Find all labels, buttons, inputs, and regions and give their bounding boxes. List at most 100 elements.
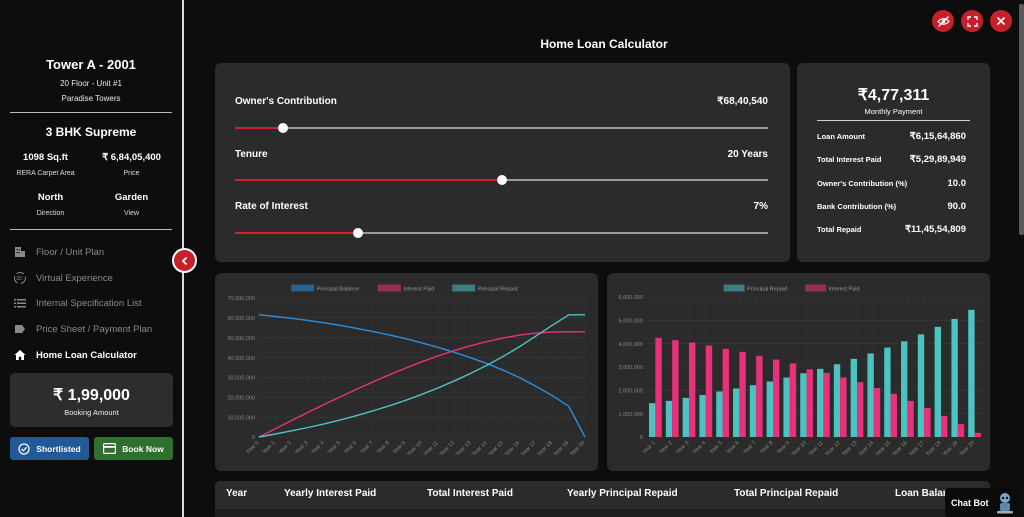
menu-item-specification-list[interactable]: Internal Specification List	[13, 294, 142, 312]
x-tick-label: Year 5	[709, 440, 724, 455]
x-tick-label: Year 3	[294, 440, 309, 455]
bar	[817, 368, 824, 437]
y-tick-label: 6,000,000	[619, 295, 643, 301]
x-tick-label: Year 20	[569, 440, 587, 458]
bar	[722, 348, 729, 437]
summary-key: Total Interest Paid	[817, 155, 882, 164]
bar	[739, 351, 746, 437]
book-now-label: Book Now	[122, 443, 164, 454]
summary-key: Bank Contribution (%)	[817, 202, 897, 211]
x-tick-label: Year 13	[841, 440, 859, 458]
bar	[749, 385, 757, 437]
divider	[10, 229, 172, 230]
bar	[867, 353, 874, 437]
x-tick-label: Year 14	[858, 440, 876, 458]
scrollbar[interactable]	[1019, 4, 1024, 235]
summary-key: Owner's Contribution (%)	[817, 179, 908, 188]
bar	[850, 358, 857, 437]
x-tick-label: Year 8	[375, 440, 390, 455]
column-header: Total Interest Paid	[427, 488, 513, 499]
menu-item-virtual-experience[interactable]: 3D Virtual Experience	[13, 269, 113, 287]
y-tick-label: 20,000,000	[227, 395, 255, 401]
bar	[806, 369, 813, 437]
collapse-sidebar-button[interactable]	[172, 248, 197, 273]
bar	[773, 359, 780, 437]
x-tick-label: Year 6	[343, 440, 358, 455]
menu-item-floor-plan[interactable]: Floor / Unit Plan	[13, 243, 104, 261]
slider-track[interactable]	[235, 175, 768, 185]
bar	[833, 364, 841, 437]
loan-inputs-panel: Owner's Contribution ₹68,40,540 Tenure 2…	[215, 63, 790, 262]
bar	[924, 407, 931, 437]
project-name: Paradise Towers	[61, 94, 121, 103]
bar	[907, 400, 914, 437]
slider-handle[interactable]	[277, 123, 288, 133]
chat-bot-button[interactable]: Chat Bot	[945, 488, 1018, 517]
top-toolbar	[932, 10, 1012, 32]
amortization-table-header: Year Yearly Interest Paid Total Interest…	[215, 481, 990, 509]
shortlisted-button[interactable]: Shortlisted	[10, 437, 89, 460]
x-tick-label: Year 5	[327, 440, 342, 455]
slider-track[interactable]	[235, 123, 768, 133]
summary-row-loan-amount: Loan Amount ₹6,15,64,860	[817, 131, 966, 142]
x-tick-label: Year 1	[261, 440, 276, 455]
x-tick-label: Year 18	[925, 440, 943, 458]
bar	[884, 347, 891, 437]
bar	[716, 391, 723, 437]
area-label: RERA Carpet Area	[16, 170, 75, 177]
monthly-payment-label: Monthly Payment	[864, 107, 923, 116]
card-icon	[103, 443, 117, 454]
slider-handle[interactable]	[352, 228, 363, 238]
bar	[733, 388, 740, 437]
summary-value: 90.0	[947, 201, 967, 212]
bar	[689, 342, 696, 437]
sidebar: Tower A - 2001 20 Floor - Unit #1 Paradi…	[0, 0, 182, 517]
bar	[901, 341, 908, 437]
legend-swatch	[452, 284, 476, 292]
summary-row-total-interest: Total Interest Paid ₹5,29,89,949	[817, 154, 966, 165]
slider-track[interactable]	[235, 228, 768, 238]
page-title: Home Loan Calculator	[540, 37, 668, 51]
book-now-button[interactable]: Book Now	[94, 437, 173, 460]
x-tick-label: Year 1	[641, 440, 656, 455]
x-tick-label: Year 12	[439, 440, 457, 458]
eye-off-icon	[936, 15, 950, 27]
check-circle-icon	[18, 442, 30, 455]
bar	[789, 363, 797, 437]
slider-label: Rate of Interest	[235, 201, 308, 212]
column-header: Yearly Principal Repaid	[567, 488, 678, 499]
series-line	[258, 314, 586, 438]
list-icon	[13, 296, 27, 310]
robot-icon	[996, 492, 1013, 513]
chat-bot-label: Chat Bot	[951, 497, 989, 508]
summary-value: ₹5,29,89,949	[909, 154, 966, 165]
price-tag-icon	[13, 322, 27, 336]
menu-label: Internal Specification List	[36, 297, 142, 309]
menu-item-price-sheet[interactable]: Price Sheet / Payment Plan	[13, 320, 152, 338]
bar	[840, 377, 847, 437]
booking-card: ₹ 1,99,000 Booking Amount	[10, 373, 173, 427]
legend-label: Interest Paid	[829, 287, 860, 293]
hide-button[interactable]	[932, 10, 954, 32]
slider-handle[interactable]	[496, 175, 507, 185]
bar	[823, 372, 830, 437]
x-tick-label: Year 15	[487, 440, 505, 458]
series-line	[258, 314, 586, 438]
summary-row-bank-contribution: Bank Contribution (%) 90.0	[817, 201, 966, 212]
bar	[857, 382, 864, 437]
close-icon	[996, 16, 1006, 26]
x-tick-label: Year 15	[875, 440, 893, 458]
x-tick-label: Year 4	[692, 440, 707, 455]
x-tick-label: Year 10	[791, 440, 809, 458]
close-button[interactable]	[990, 10, 1012, 32]
slider-fill	[235, 232, 358, 234]
slider-value: 20 Years	[727, 149, 768, 160]
menu-item-home-loan-calculator[interactable]: Home Loan Calculator	[13, 346, 137, 364]
booking-amount: ₹ 1,99,000	[53, 387, 130, 404]
summary-value: 10.0	[947, 178, 967, 189]
x-tick-label: Year 19	[942, 440, 960, 458]
fullscreen-button[interactable]	[961, 10, 983, 32]
amortization-line-chart: 0 10,000,000 20,000,000 30,000,000 40,000,00…	[227, 284, 587, 458]
summary-value: ₹11,45,54,809	[905, 224, 966, 235]
